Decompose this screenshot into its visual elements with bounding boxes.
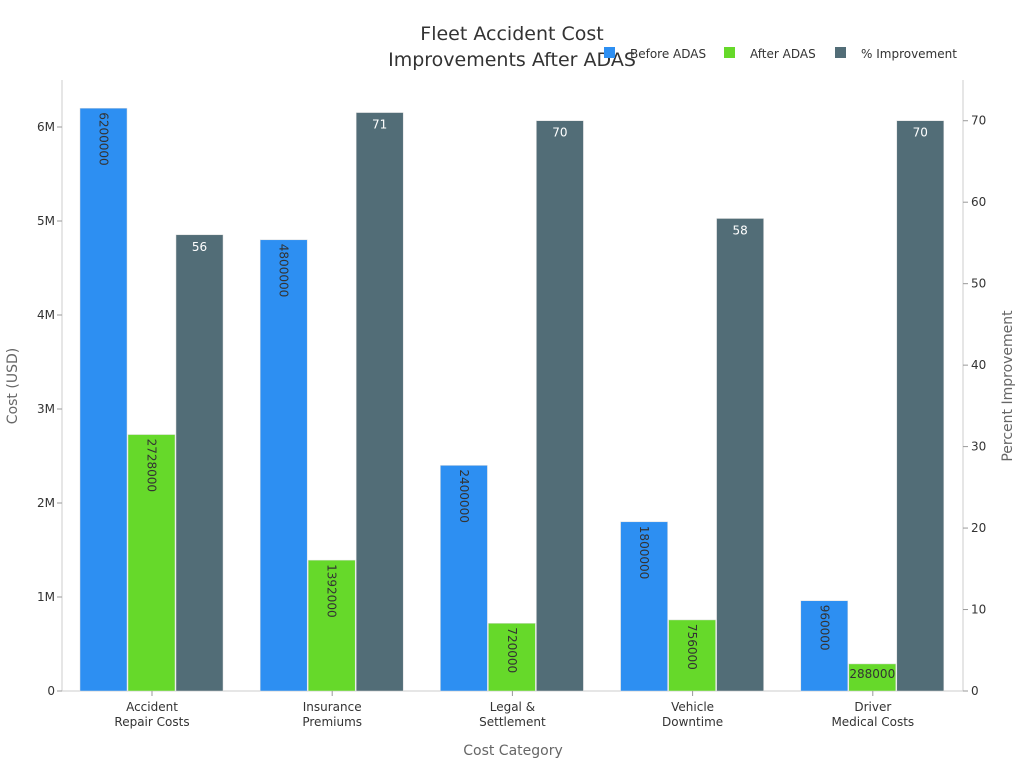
y2-tick-label: 60: [971, 195, 986, 209]
chart-title: Fleet Accident Cost Improvements After A…: [388, 23, 636, 71]
bars: [79, 107, 945, 692]
y2-tick-label: 40: [971, 358, 986, 372]
bar-value-label: 1800000: [637, 526, 651, 579]
bar-labels: 6200000 2728000 56 4800000 1392000 71 2400000 7…: [97, 112, 928, 681]
bar-value-label: 1392000: [325, 564, 339, 617]
bar-value-label: 56: [192, 240, 207, 254]
bar-before-adas-0: [79, 107, 128, 692]
bar-value-label: 6200000: [97, 112, 111, 165]
y-axis-title: Cost (USD): [5, 348, 21, 424]
bar-before-adas-2: [440, 465, 488, 692]
x-tick-label: Downtime: [662, 715, 723, 729]
bar-improvement-2: [536, 120, 584, 692]
y-tick-label: 0: [47, 684, 55, 698]
legend-label: Before ADAS: [630, 47, 706, 61]
bar-value-label: 288000: [849, 667, 895, 681]
y-tick-labels: 0 1M 2M 3M 4M 5M 6M: [37, 120, 62, 698]
y2-tick-label: 10: [971, 603, 986, 617]
bar-value-label: 720000: [505, 627, 519, 673]
x-tick-label: Vehicle: [671, 700, 714, 714]
x-tick-label: Settlement: [479, 715, 546, 729]
bar-improvement-0: [175, 234, 224, 692]
bar-improvement-3: [716, 218, 764, 692]
chart-title-line-2: Improvements After ADAS: [388, 49, 636, 71]
x-tick-label: Driver: [854, 700, 891, 714]
bar-value-label: 756000: [685, 624, 699, 670]
bar-value-label: 2400000: [457, 469, 471, 522]
bar-after-adas-4: [848, 663, 897, 692]
x-tick-label: Insurance: [303, 700, 362, 714]
x-axis-title: Cost Category: [463, 743, 563, 759]
x-tick-label: Premiums: [302, 715, 362, 729]
bar-value-label: 71: [372, 118, 387, 132]
bar-after-adas-0: [127, 434, 176, 692]
bar-value-label: 70: [913, 126, 928, 140]
y-tick-label: 5M: [37, 214, 55, 228]
y2-tick-label: 70: [971, 114, 986, 128]
bar-value-label: 960000: [817, 605, 831, 651]
y2-tick-label: 0: [971, 684, 979, 698]
bar-value-label: 70: [552, 126, 567, 140]
y2-tick-label: 30: [971, 440, 986, 454]
bar-value-label: 58: [732, 223, 747, 237]
legend-swatch: [604, 47, 615, 58]
y-tick-label: 6M: [37, 120, 55, 134]
bar-before-adas-1: [259, 239, 308, 692]
legend-swatch: [724, 47, 735, 58]
y2-axis-title: Percent Improvement: [1000, 310, 1016, 462]
legend-label: After ADAS: [750, 47, 816, 61]
y2-tick-label: 20: [971, 521, 986, 535]
y2-tick-labels: 0 10 20 30 40 50 60 70: [963, 114, 986, 698]
bar-value-label: 2728000: [145, 439, 159, 492]
bar-after-adas-2: [488, 623, 536, 692]
bar-improvement-1: [355, 112, 404, 692]
legend: Before ADAS After ADAS % Improvement: [604, 47, 957, 61]
legend-swatch: [835, 47, 846, 58]
bar-after-adas-1: [307, 559, 356, 692]
y-tick-label: 2M: [37, 496, 55, 510]
chart-title-line-1: Fleet Accident Cost: [420, 23, 603, 45]
bar-improvement-4: [896, 120, 945, 692]
y-tick-label: 4M: [37, 308, 55, 322]
bar-before-adas-4: [800, 600, 849, 692]
y-tick-label: 1M: [37, 590, 55, 604]
bar-value-label: 4800000: [277, 244, 291, 297]
y2-tick-label: 50: [971, 277, 986, 291]
x-tick-label: Legal &: [490, 700, 535, 714]
x-tick-label: Repair Costs: [114, 715, 189, 729]
x-tick-label: Accident: [126, 700, 178, 714]
y-tick-label: 3M: [37, 402, 55, 416]
x-tick-label: Medical Costs: [831, 715, 914, 729]
bar-before-adas-3: [620, 521, 668, 692]
legend-label: % Improvement: [861, 47, 957, 61]
